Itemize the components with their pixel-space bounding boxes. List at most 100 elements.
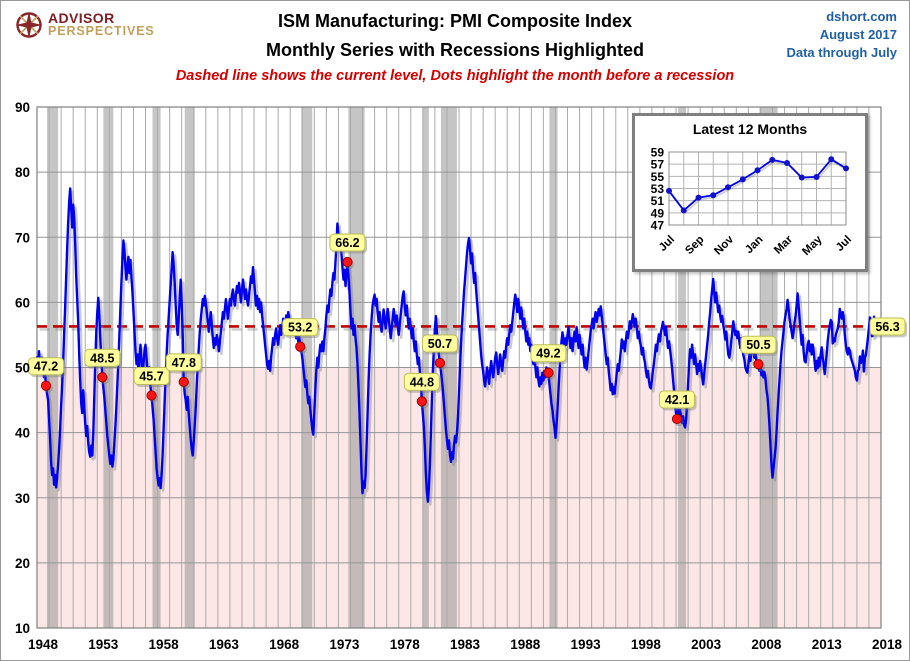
dot-value-label-box bbox=[329, 233, 366, 252]
y-axis-tick-label: 50 bbox=[15, 361, 30, 376]
x-axis-tick-label: 2003 bbox=[691, 637, 722, 652]
inset-y-tick-label: 49 bbox=[651, 206, 665, 220]
inset-x-tick-label: Mar bbox=[772, 233, 795, 256]
dot-value-label-box bbox=[740, 335, 777, 354]
x-axis-tick-label: 2008 bbox=[751, 637, 782, 652]
inset-data-marker bbox=[798, 174, 805, 181]
inset-data-marker bbox=[710, 192, 717, 199]
dot-value-label: 47.8 bbox=[172, 356, 196, 370]
current-level-label: 56.3 bbox=[875, 320, 899, 334]
pre-recession-dot bbox=[97, 372, 108, 383]
y-axis-tick-label: 10 bbox=[15, 621, 30, 636]
pre-recession-dot bbox=[671, 413, 683, 425]
dot-value-label-box bbox=[28, 357, 65, 376]
inset-data-marker bbox=[666, 187, 672, 194]
dot-value-label: 44.8 bbox=[410, 375, 434, 389]
inset-data-marker bbox=[725, 184, 731, 191]
dot-value-label-box bbox=[403, 372, 440, 391]
inset-data-marker bbox=[739, 176, 746, 183]
inset-title: Latest 12 Months bbox=[692, 121, 808, 137]
y-axis-tick-label: 90 bbox=[15, 100, 30, 115]
pre-recession-dot bbox=[146, 390, 157, 401]
inset-data-marker bbox=[813, 173, 820, 180]
inset-y-tick-label: 57 bbox=[651, 158, 665, 172]
inset-y-tick-label: 51 bbox=[651, 194, 665, 208]
dot-value-label: 66.2 bbox=[335, 236, 359, 250]
dot-value-label-box bbox=[165, 353, 202, 372]
dot-value-label-box bbox=[530, 344, 567, 363]
dot-value-label-box bbox=[84, 348, 121, 367]
edition-date: August 2017 bbox=[819, 27, 897, 42]
logo-line2: PERSPECTIVES bbox=[48, 24, 155, 38]
pre-recession-dot bbox=[178, 376, 189, 387]
advisor-perspectives-logo: ADVISOR PERSPECTIVES bbox=[14, 10, 155, 40]
x-axis-tick-label: 1953 bbox=[88, 637, 119, 652]
y-axis-tick-label: 80 bbox=[15, 165, 30, 180]
x-axis-tick-label: 2013 bbox=[812, 637, 843, 652]
logo-text: ADVISOR PERSPECTIVES bbox=[48, 10, 155, 38]
x-axis-tick-label: 1958 bbox=[149, 637, 180, 652]
inset-y-tick-label: 47 bbox=[651, 219, 665, 233]
logo-line1: ADVISOR bbox=[48, 10, 115, 26]
dot-value-label: 42.1 bbox=[665, 393, 689, 407]
source-block: dshort.com August 2017 Data through July bbox=[786, 8, 897, 62]
data-through: Data through July bbox=[786, 45, 897, 60]
pre-recession-dot bbox=[753, 359, 764, 370]
dot-value-label-box bbox=[658, 390, 695, 409]
pmi-line bbox=[35, 187, 877, 503]
pre-recession-dot bbox=[416, 396, 427, 407]
chart-title-line2: Monthly Series with Recessions Highlight… bbox=[265, 40, 645, 60]
inset-y-tick-label: 53 bbox=[651, 182, 665, 196]
dot-value-label: 47.2 bbox=[34, 360, 58, 374]
pre-recession-dot bbox=[295, 341, 306, 352]
dot-value-label-box bbox=[282, 318, 319, 337]
y-axis-tick-label: 70 bbox=[15, 230, 30, 245]
inset-data-marker bbox=[695, 194, 702, 201]
inset-data-marker bbox=[828, 156, 835, 163]
inset-x-tick-label: Jul bbox=[657, 234, 677, 254]
y-axis-tick-label: 60 bbox=[15, 295, 30, 310]
y-axis-tick-label: 30 bbox=[15, 491, 30, 506]
pre-recession-dot bbox=[342, 256, 353, 268]
dot-value-label: 45.7 bbox=[139, 370, 163, 384]
x-axis-tick-label: 1983 bbox=[450, 637, 481, 652]
current-level-label-box bbox=[869, 317, 906, 336]
inset-x-tick-label: Jan bbox=[743, 234, 766, 257]
y-axis-tick-label: 40 bbox=[15, 426, 30, 441]
inset-x-tick-label: Jul bbox=[834, 234, 854, 254]
inset-y-tick-label: 55 bbox=[651, 170, 665, 184]
dot-value-label: 49.2 bbox=[536, 347, 560, 361]
inset-data-marker bbox=[769, 156, 776, 163]
dot-value-label: 50.7 bbox=[428, 337, 452, 351]
pre-recession-dot bbox=[40, 380, 52, 391]
dot-value-label: 48.5 bbox=[90, 351, 114, 365]
inset-data-marker bbox=[843, 165, 849, 172]
inset-x-tick-label: Sep bbox=[683, 234, 706, 257]
x-axis-tick-label: 1993 bbox=[571, 637, 602, 652]
chart-subtitle: Dashed line shows the current level, Dot… bbox=[175, 68, 735, 84]
inset-x-tick-label: May bbox=[800, 233, 825, 258]
compass-icon bbox=[15, 11, 43, 39]
latest-12-months-inset: 59 57 55 53 51 49 47 Jul Sep Nov Jan Mar May Jul Late… bbox=[632, 113, 868, 272]
pre-recession-dot bbox=[543, 367, 554, 378]
inset-y-tick-label: 59 bbox=[651, 146, 665, 160]
inset-data-marker bbox=[754, 167, 761, 174]
x-axis-tick-label: 2018 bbox=[872, 637, 903, 652]
x-axis-tick-label: 1968 bbox=[269, 637, 300, 652]
x-axis-tick-label: 1973 bbox=[329, 637, 360, 652]
x-axis-tick-label: 1963 bbox=[209, 637, 240, 652]
y-axis-tick-label: 20 bbox=[15, 556, 30, 571]
source-site: dshort.com bbox=[826, 9, 897, 24]
inset-x-tick-label: Nov bbox=[712, 233, 736, 257]
x-axis-tick-label: 1978 bbox=[390, 637, 421, 652]
inset-data-marker bbox=[680, 207, 687, 214]
pre-recession-dot bbox=[434, 357, 446, 369]
dot-value-label-box bbox=[421, 334, 458, 353]
x-axis-tick-label: 1988 bbox=[510, 637, 541, 652]
dot-value-label-box bbox=[133, 367, 170, 386]
x-axis-tick-label: 1948 bbox=[28, 637, 59, 652]
dot-value-label: 50.5 bbox=[746, 338, 770, 352]
dot-value-label: 53.2 bbox=[288, 321, 312, 335]
